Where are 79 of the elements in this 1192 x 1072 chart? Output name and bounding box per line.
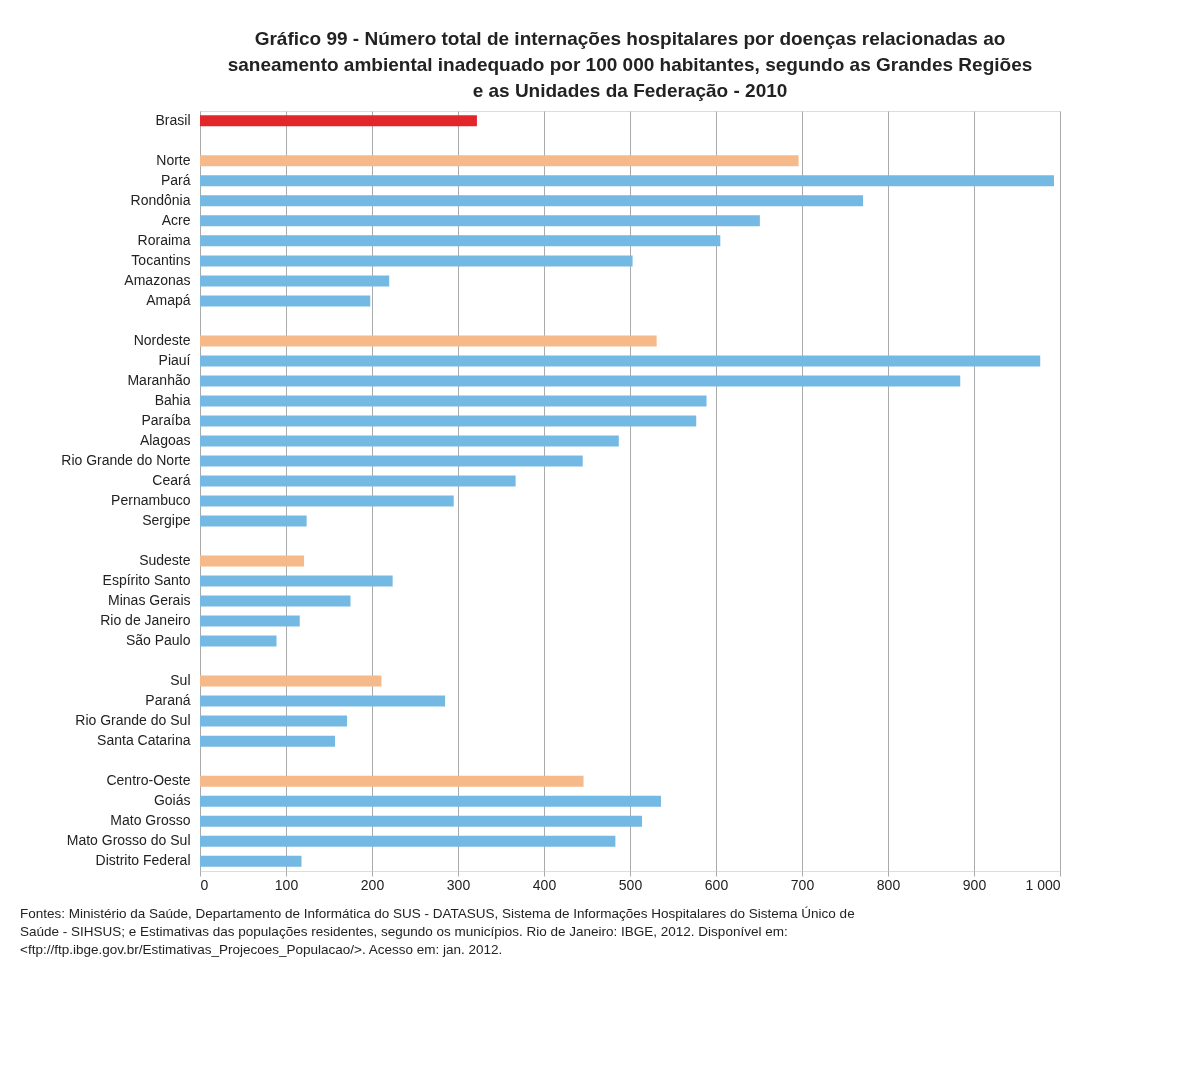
y-tick-label: Centro-Oeste [106,772,191,789]
x-tick-label: 200 [360,876,385,893]
x-tick-label: 700 [790,876,815,893]
y-tick-label: Rio Grande do Norte [61,451,191,468]
x-tick-label: 400 [532,876,557,893]
y-tick-label: Acre [161,211,191,228]
bar [200,695,446,707]
y-tick-label: Piauí [158,351,191,368]
y-tick-label: Rio Grande do Sul [75,712,191,729]
bar [200,615,300,627]
bar [200,635,277,647]
y-tick-label: Amazonas [124,271,191,288]
y-tick-label: Minas Gerais [108,592,191,609]
bar [200,235,721,247]
bar [200,395,707,407]
y-tick-label: Amapá [146,291,191,308]
y-tick-label: Espírito Santo [102,572,191,589]
bar [200,475,516,487]
bar [200,115,477,127]
y-tick-label: São Paulo [125,632,191,649]
y-tick-label: Goiás [153,792,191,809]
bar [200,455,583,467]
bar [200,555,305,567]
bar [200,815,643,827]
bar [200,735,336,747]
bar [200,255,633,267]
x-tick-label: 900 [962,876,987,893]
y-tick-label: Paraná [145,692,191,709]
bar [200,195,864,207]
y-tick-label: Ceará [152,471,191,488]
x-tick-label: 100 [274,876,299,893]
text: Fontes: Ministério da Saúde, Departamento de Informática do SUS - DATASUS, Sistema de Informações Hospitalares do Sistema Único de Saúde - SIHSUS; e Estimativas das populações residentes, segundo os municípios. Rio de Janeiro: IBGE, 2012. Disponível em: <ftp://ftp.ibge.gov.br/Estimativas_Projecoes_Populacao/>. Acesso em: jan. 2012. [20,906,855,957]
bar [200,595,351,607]
bar [200,175,1054,187]
y-tick-label: Sudeste [139,552,191,569]
y-tick-label: Paraíba [141,411,191,428]
x-tick-label: 600 [704,876,729,893]
x-tick-label: 500 [618,876,643,893]
bar [200,375,961,387]
y-tick-label: Mato Grosso do Sul [66,832,191,849]
bar [200,715,348,727]
y-tick-label: Mato Grosso [110,812,191,829]
x-tick-label: 0 [200,876,209,893]
y-tick-label: Norte [156,151,191,168]
y-tick-label: Rio de Janeiro [100,612,191,629]
bar [200,675,382,687]
y-tick-label: Distrito Federal [95,852,191,869]
y-tick-label: Sul [170,672,191,689]
y-tick-label: Pará [160,171,191,188]
bar [200,435,619,447]
y-tick-label: Santa Catarina [97,732,191,749]
y-tick-label: Maranhão [127,371,191,388]
bar [200,775,584,787]
bar [200,155,799,167]
y-tick-label: Nordeste [133,331,191,348]
y-tick-label: Alagoas [139,431,191,448]
x-tick-label: 1 000 [1025,876,1061,893]
y-tick-label: Tocantins [131,251,191,268]
bar [200,795,661,807]
bar [200,515,307,527]
y-tick-label: Bahia [154,391,191,408]
y-tick-label: Sergipe [142,512,191,529]
bar [200,355,1041,367]
bar [200,495,454,507]
y-tick-label: Pernambuco [111,492,191,509]
bar [200,835,616,847]
bar [200,295,371,307]
x-tick-label: 300 [446,876,471,893]
y-tick-label: Rondônia [130,191,191,208]
bar [200,215,760,227]
bar [200,415,697,427]
bar [200,855,302,867]
bar [200,335,657,347]
x-tick-label: 800 [876,876,901,893]
chart-title: Gráfico 99 - Número total de internações hospitalares por doenças relacionadas ao saneamento ambiental inadequado por 100 000 habitantes, segundo as Grandes Regiões e as Unidades da Federação - 2010 [227,28,1033,101]
y-tick-label: Roraima [137,231,191,248]
y-tick-label: Brasil [155,111,191,128]
bar [200,275,390,287]
bar [200,575,393,587]
